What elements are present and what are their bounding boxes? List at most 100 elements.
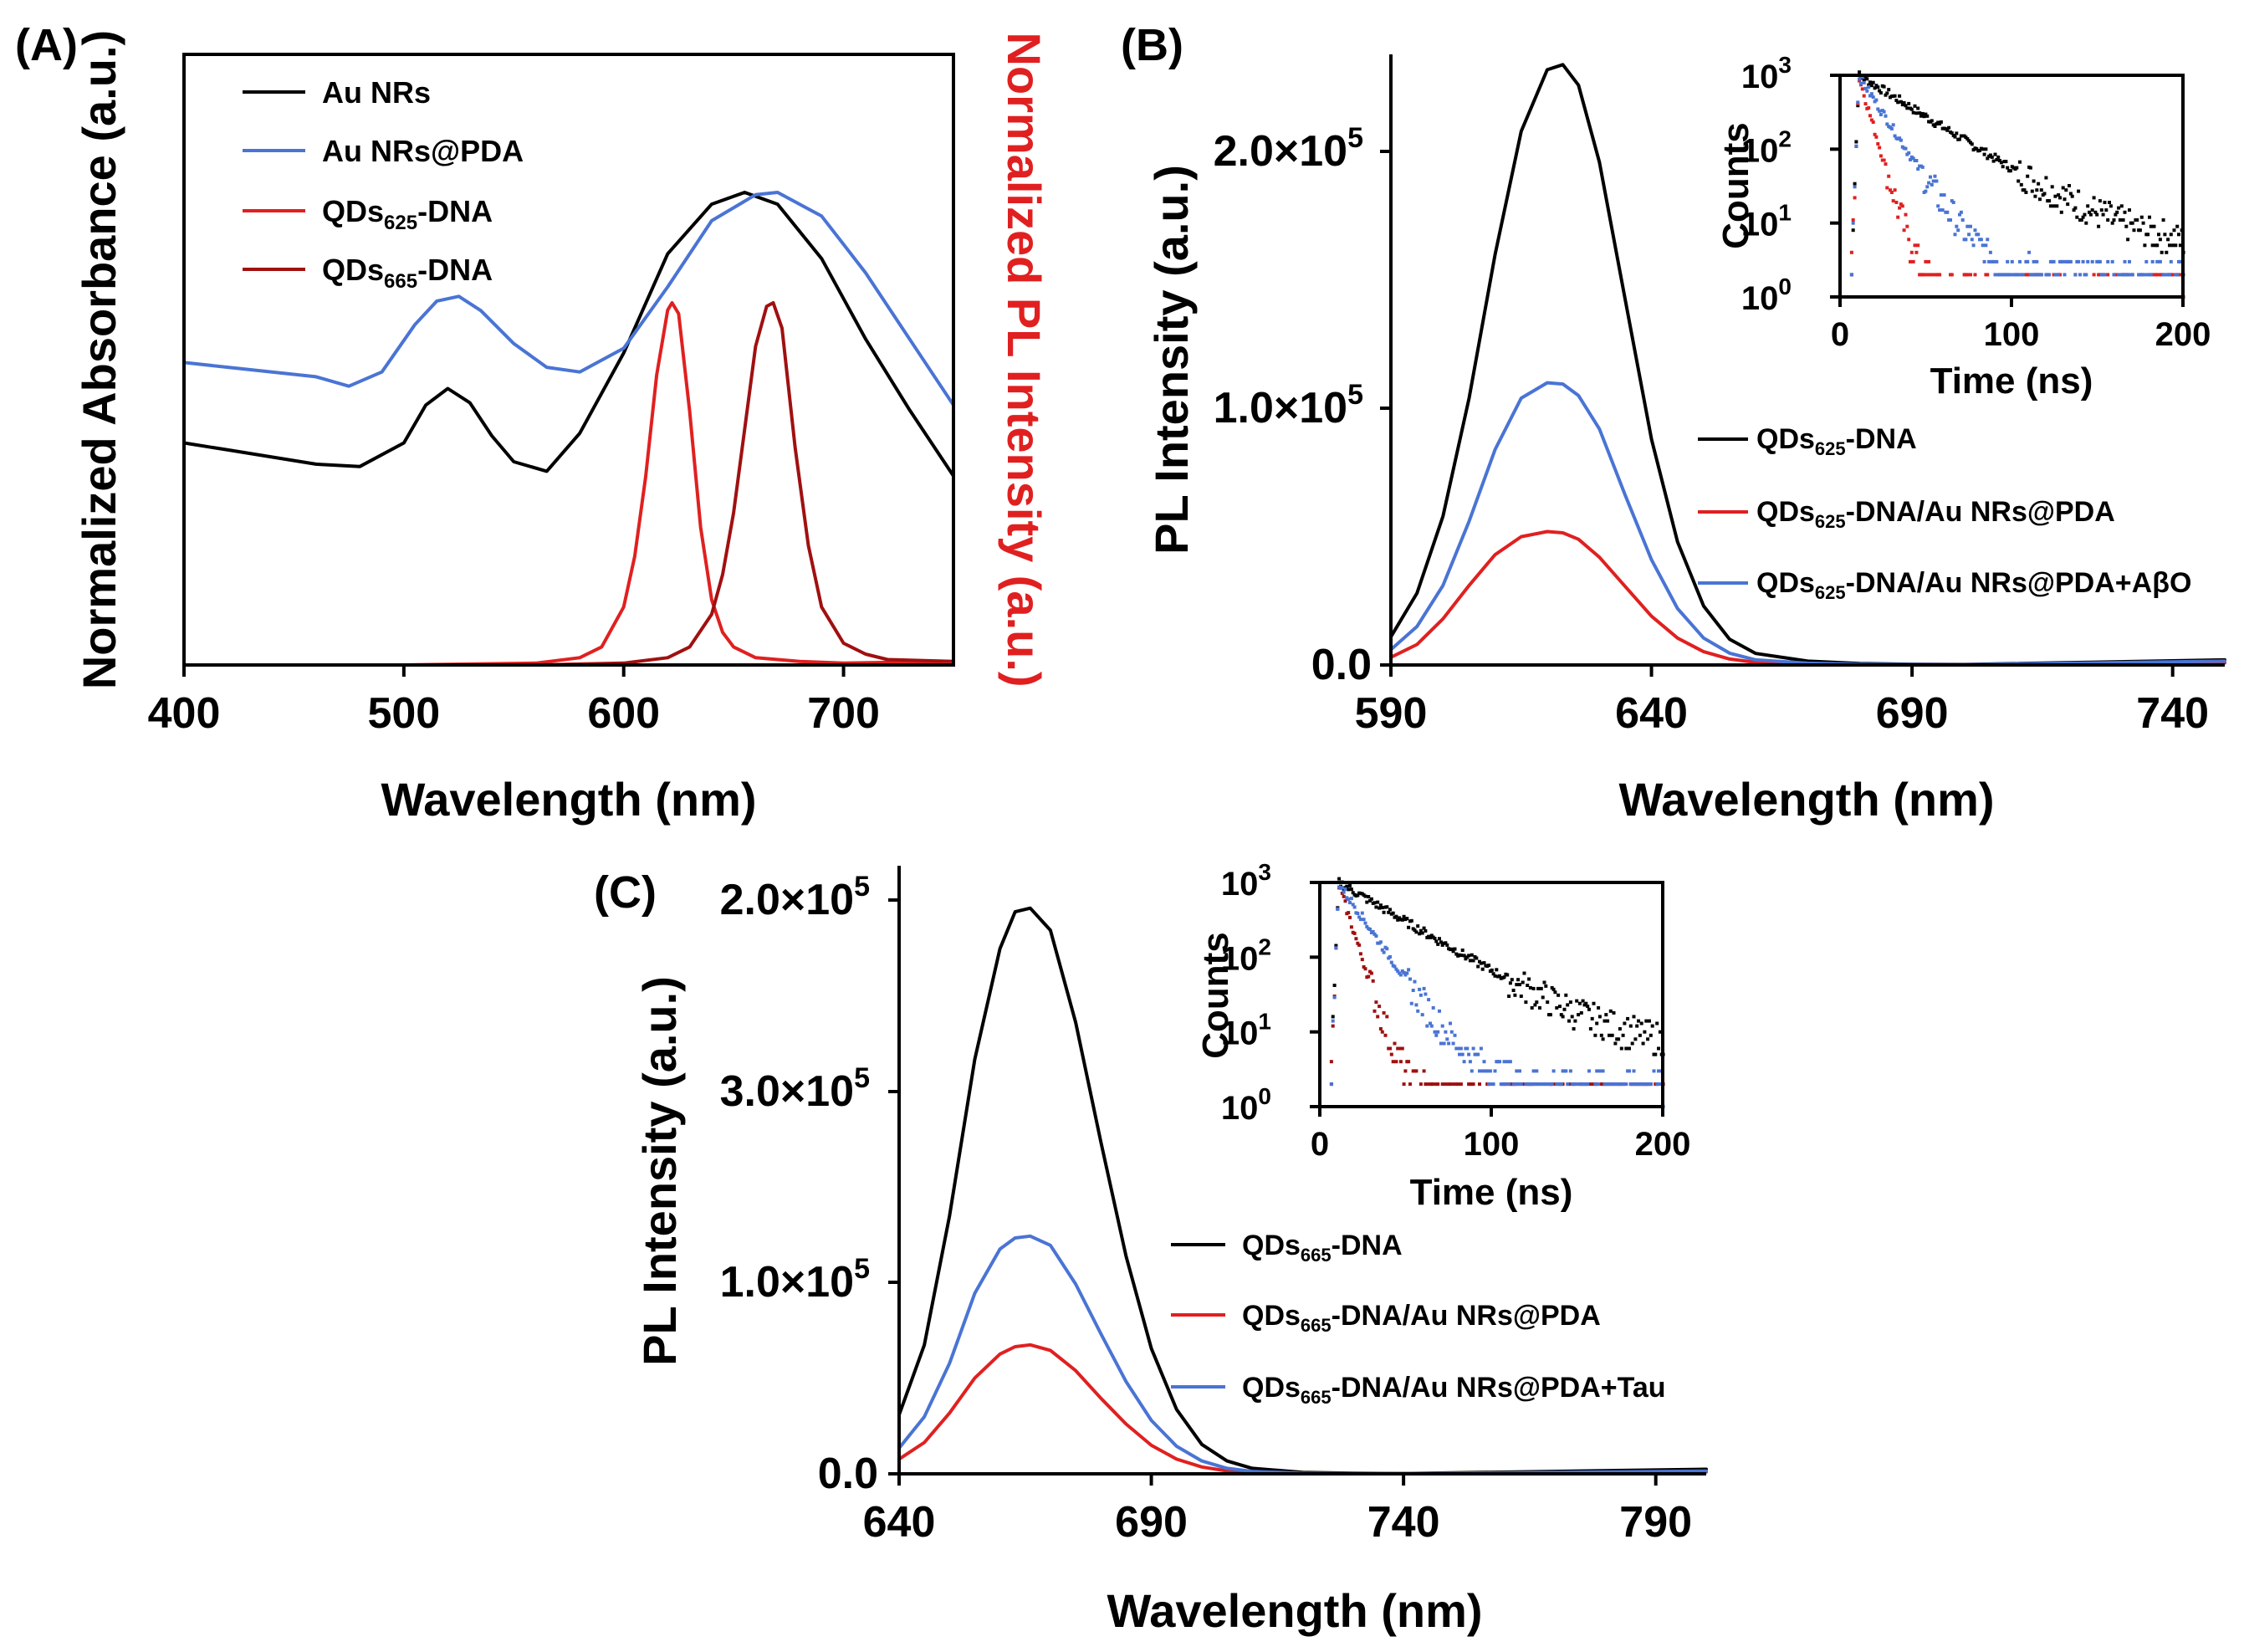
inset-point: [1566, 1082, 1570, 1087]
inset-point: [1356, 893, 1360, 898]
inset-point: [1476, 1052, 1480, 1056]
inset-point: [1541, 995, 1545, 1000]
inset-point: [1402, 1082, 1406, 1087]
inset-point: [1493, 974, 1497, 978]
panel-b-inset-ylabel: Counts: [1715, 122, 1756, 249]
inset-point: [2098, 199, 2102, 203]
inset-point: [1986, 156, 1990, 161]
panel-c-ytick-label-3: 2.0×105: [720, 871, 870, 924]
inset-point: [1955, 131, 1959, 136]
inset-point: [1374, 934, 1378, 938]
inset-point: [2101, 212, 2105, 217]
inset-point: [1938, 273, 1942, 277]
panel-a-xtick-label-600: 600: [587, 689, 660, 738]
inset-point: [1978, 148, 1981, 152]
inset-point: [1542, 980, 1546, 985]
inset-point: [1332, 995, 1337, 1000]
inset-point: [1931, 273, 1935, 277]
inset-point: [1904, 104, 1908, 108]
inset-point: [1956, 228, 1960, 233]
panel-b-inset-ytick-label-2: 102: [1741, 125, 1792, 169]
inset-point: [1655, 1082, 1659, 1087]
inset-point: [1887, 88, 1891, 92]
inset-point: [1914, 159, 1919, 162]
inset-point: [2098, 259, 2102, 263]
inset-point: [1982, 259, 1986, 263]
inset-point: [1991, 259, 1996, 263]
panel-a-xlabel: Wavelength (nm): [381, 773, 756, 826]
inset-point: [1991, 159, 1996, 163]
inset-point: [1909, 107, 1914, 111]
inset-point: [1354, 937, 1358, 941]
inset-point: [1394, 967, 1398, 971]
inset-point: [1555, 1005, 1559, 1010]
inset-point: [1884, 162, 1888, 166]
inset-point: [2178, 243, 2182, 248]
inset-point: [1860, 75, 1864, 79]
inset-point: [1913, 243, 1917, 248]
inset-point: [1871, 80, 1875, 84]
inset-point: [2097, 224, 2101, 228]
inset-point: [1526, 984, 1530, 987]
inset-point: [1336, 907, 1340, 911]
inset-point: [1973, 273, 1977, 277]
inset-point: [1460, 1052, 1464, 1056]
inset-point: [1930, 119, 1934, 123]
inset-point: [1606, 1019, 1610, 1023]
inset-point: [1869, 118, 1873, 122]
inset-point: [2161, 273, 2165, 277]
panel-a-xtick-label-400: 400: [148, 689, 221, 738]
inset-point: [1522, 971, 1526, 975]
inset-point: [1608, 1082, 1611, 1087]
inset-point: [1859, 81, 1863, 85]
inset-point: [2059, 210, 2063, 214]
inset-point: [1439, 940, 1443, 944]
inset-point: [2073, 273, 2078, 277]
inset-point: [1953, 233, 1957, 237]
inset-point: [1993, 152, 1997, 156]
inset-point: [1637, 1082, 1640, 1087]
inset-point: [1414, 1069, 1418, 1073]
inset-point: [2117, 206, 2121, 210]
inset-point: [2047, 273, 2052, 277]
inset-point: [2039, 273, 2043, 277]
inset-point: [2121, 273, 2125, 277]
inset-point: [1914, 111, 1919, 115]
inset-point: [1372, 932, 1377, 936]
inset-point: [1938, 208, 1942, 212]
inset-point: [1885, 122, 1889, 126]
inset-point: [2048, 204, 2052, 208]
inset-point: [1380, 948, 1384, 952]
inset-point: [1970, 238, 1974, 242]
inset-point: [2124, 224, 2129, 228]
inset-point: [1633, 1037, 1638, 1041]
inset-point: [1617, 1037, 1621, 1041]
inset-point: [1916, 167, 1920, 171]
inset-point: [1382, 910, 1386, 914]
panel-a-frame: [182, 53, 955, 667]
inset-point: [1351, 891, 1355, 895]
inset-point: [1570, 1015, 1574, 1019]
inset-point: [2155, 259, 2160, 263]
inset-point: [1637, 1019, 1640, 1023]
inset-point: [1385, 947, 1389, 951]
inset-point: [1527, 977, 1531, 981]
inset-point: [2106, 273, 2110, 277]
inset-point: [1925, 114, 1930, 118]
inset-point: [1559, 1013, 1563, 1017]
inset-point: [2174, 243, 2178, 248]
inset-point: [1632, 1069, 1636, 1073]
inset-point: [1460, 949, 1464, 952]
inset-point: [2019, 182, 2023, 187]
inset-point: [1541, 1082, 1545, 1087]
inset-point: [1577, 1013, 1581, 1017]
inset-point: [1898, 94, 1902, 98]
inset-point: [1891, 123, 1895, 127]
inset-point: [1587, 1007, 1591, 1011]
inset-point: [1427, 998, 1431, 1002]
inset-point: [2118, 218, 2122, 222]
inset-point: [1556, 993, 1561, 997]
inset-point: [1429, 1021, 1432, 1025]
panel-a-xtick-label-500: 500: [367, 689, 440, 738]
inset-point: [1916, 106, 1920, 110]
